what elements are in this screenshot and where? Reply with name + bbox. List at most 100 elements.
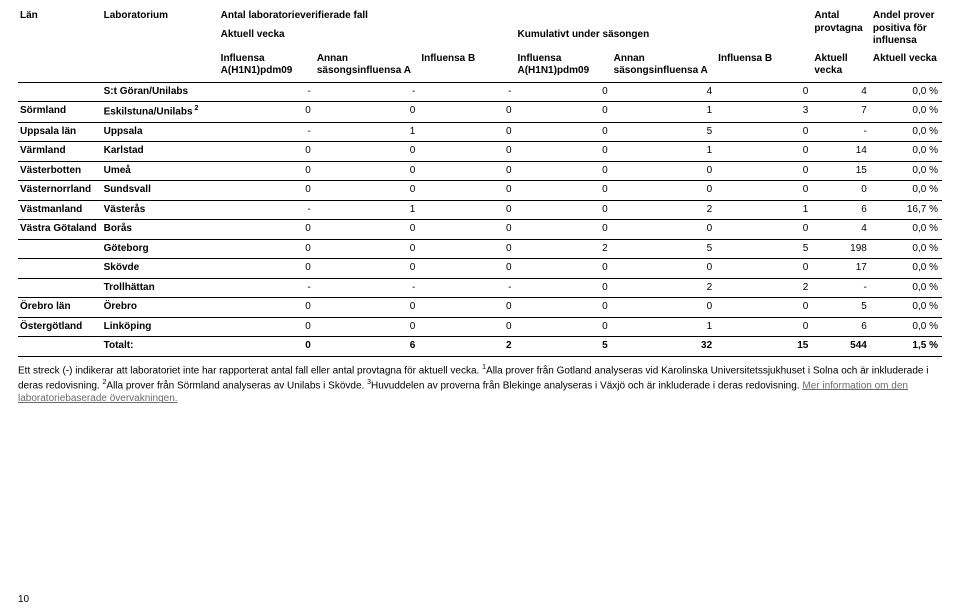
col-ap-aktuell: Aktuell vecka <box>871 51 942 83</box>
cell-a3: 0 <box>419 142 515 162</box>
table-row: Örebro länÖrebro00000050,0 % <box>18 298 942 318</box>
cell-a3: 0 <box>419 122 515 142</box>
cell-lab: Sundsvall <box>102 181 219 201</box>
cell-k3: 0 <box>716 82 812 102</box>
cell-ap: 0,0 % <box>871 142 942 162</box>
cell-a3: 0 <box>419 181 515 201</box>
cell-lan: Värmland <box>18 142 102 162</box>
cell-total-label: Totalt: <box>102 337 219 357</box>
cell-lan <box>18 337 102 357</box>
col-lab: Laboratorium <box>102 8 219 82</box>
col-pv-aktuell: Aktuell vecka <box>812 51 871 83</box>
cell-lab: Umeå <box>102 161 219 181</box>
cell-k1: 0 <box>516 200 612 220</box>
col-aktuell-vecka-group: Aktuell vecka <box>219 28 516 50</box>
cell-lan: Sörmland <box>18 102 102 123</box>
cell-ap: 0,0 % <box>871 181 942 201</box>
cell-lan: Västerbotten <box>18 161 102 181</box>
cell-pv: 14 <box>812 142 871 162</box>
table-body: S:t Göran/Unilabs---04040,0 %SörmlandEsk… <box>18 82 942 356</box>
cell-lab: Linköping <box>102 317 219 337</box>
col-kumulativ-group: Kumulativt under säsongen <box>516 28 813 50</box>
cell-ap: 0,0 % <box>871 122 942 142</box>
cell-lan <box>18 82 102 102</box>
cell-ap: 0,0 % <box>871 161 942 181</box>
cell-k2: 1 <box>612 317 717 337</box>
cell-lan <box>18 278 102 298</box>
table-row: VästerbottenUmeå000000150,0 % <box>18 161 942 181</box>
cell-ap: 0,0 % <box>871 239 942 259</box>
cell-a2: 0 <box>315 298 420 318</box>
cell-k1: 0 <box>516 298 612 318</box>
cell-a1: - <box>219 82 315 102</box>
table-row: Skövde000000170,0 % <box>18 259 942 279</box>
col-kum-h1n1: Influensa A(H1N1)pdm09 <box>516 51 612 83</box>
cell-lab: Borås <box>102 220 219 240</box>
cell-a2: 0 <box>315 102 420 123</box>
cell-a3: 0 <box>419 317 515 337</box>
cell-a2: 1 <box>315 122 420 142</box>
col-provtagna-group: Antal provtagna <box>812 8 871 51</box>
cell-a1: 0 <box>219 220 315 240</box>
cell-k2: 0 <box>612 298 717 318</box>
table-row: S:t Göran/Unilabs---04040,0 % <box>18 82 942 102</box>
cell-k3: 0 <box>716 142 812 162</box>
cell-k3: 0 <box>716 259 812 279</box>
cell-pv: 6 <box>812 200 871 220</box>
table-row: VästmanlandVästerås-10021616,7 % <box>18 200 942 220</box>
page-number: 10 <box>18 594 29 605</box>
col-verified-group: Antal laboratorieverifierade fall <box>219 8 813 28</box>
cell-a2: 0 <box>315 181 420 201</box>
table-row: Göteborg0002551980,0 % <box>18 239 942 259</box>
cell-lab: Uppsala <box>102 122 219 142</box>
cell-a2: - <box>315 278 420 298</box>
cell-k3: 3 <box>716 102 812 123</box>
table-row: ÖstergötlandLinköping00001060,0 % <box>18 317 942 337</box>
cell-pv: 7 <box>812 102 871 123</box>
cell-ap: 0,0 % <box>871 259 942 279</box>
footnote-text-4: Huvuddelen av proverna från Blekinge ana… <box>371 380 802 391</box>
cell-a2: 0 <box>315 161 420 181</box>
cell-total-a1: 0 <box>219 337 315 357</box>
cell-lan: Östergötland <box>18 317 102 337</box>
col-lan: Län <box>18 8 102 82</box>
cell-pv: 17 <box>812 259 871 279</box>
cell-lab: Eskilstuna/Unilabs 2 <box>102 102 219 123</box>
cell-k3: 0 <box>716 181 812 201</box>
cell-a3: 0 <box>419 200 515 220</box>
cell-lab: Örebro <box>102 298 219 318</box>
cell-a2: 1 <box>315 200 420 220</box>
cell-lab: Karlstad <box>102 142 219 162</box>
cell-a2: - <box>315 82 420 102</box>
cell-lan <box>18 259 102 279</box>
cell-lan: Västra Götaland <box>18 220 102 240</box>
cell-pv: 6 <box>812 317 871 337</box>
cell-k1: 0 <box>516 102 612 123</box>
cell-k2: 0 <box>612 259 717 279</box>
cell-lan: Örebro län <box>18 298 102 318</box>
cell-a3: - <box>419 82 515 102</box>
cell-k2: 0 <box>612 220 717 240</box>
cell-k2: 5 <box>612 239 717 259</box>
footnote: Ett streck (-) indikerar att laboratorie… <box>18 363 942 406</box>
cell-pv: 0 <box>812 181 871 201</box>
cell-k2: 1 <box>612 142 717 162</box>
cell-lan: Västmanland <box>18 200 102 220</box>
cell-total-ap: 1,5 % <box>871 337 942 357</box>
col-akt-B: Influensa B <box>419 51 515 83</box>
cell-a3: 0 <box>419 220 515 240</box>
cell-k2: 2 <box>612 200 717 220</box>
cell-a1: 0 <box>219 259 315 279</box>
cell-ap: 0,0 % <box>871 278 942 298</box>
table-row: VästernorrlandSundsvall00000000,0 % <box>18 181 942 201</box>
cell-a2: 0 <box>315 142 420 162</box>
table-row: Uppsala länUppsala-10050-0,0 % <box>18 122 942 142</box>
cell-k2: 2 <box>612 278 717 298</box>
cell-total-a3: 2 <box>419 337 515 357</box>
cell-k3: 1 <box>716 200 812 220</box>
col-akt-annanA: Annan säsongsinfluensa A <box>315 51 420 83</box>
cell-a1: - <box>219 200 315 220</box>
lab-footnote-ref: 2 <box>193 105 199 112</box>
cell-a1: 0 <box>219 239 315 259</box>
cell-lan <box>18 239 102 259</box>
